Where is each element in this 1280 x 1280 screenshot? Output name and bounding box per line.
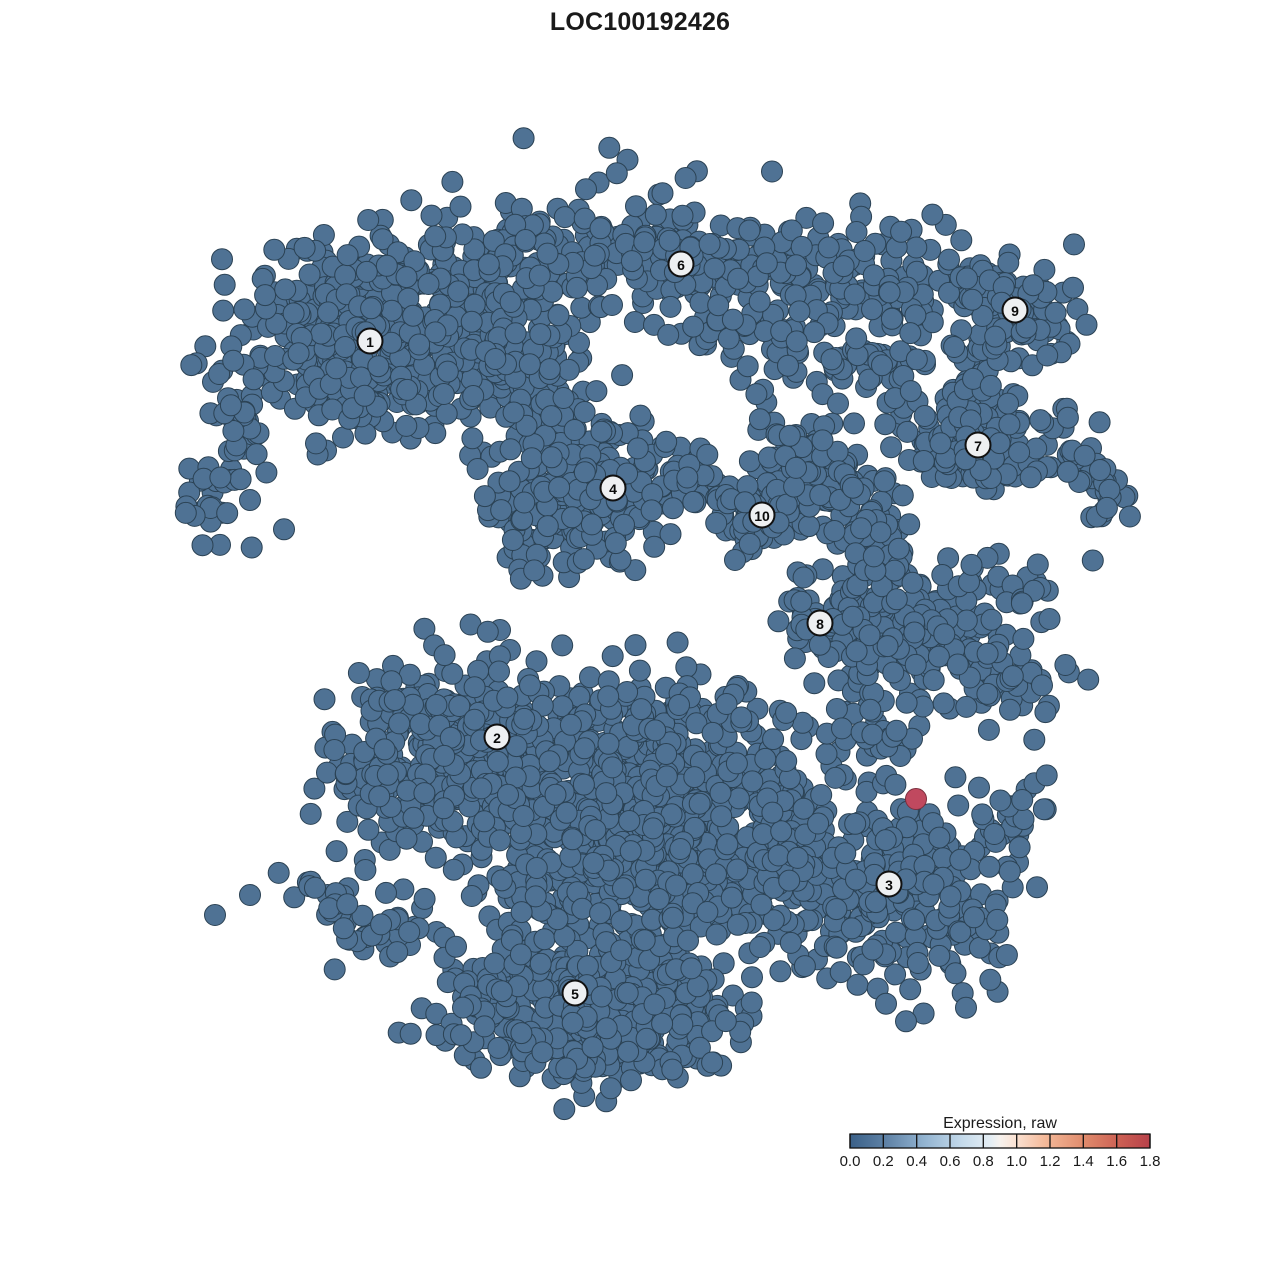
svg-text:9: 9 <box>1011 303 1019 319</box>
svg-text:1.2: 1.2 <box>1040 1153 1061 1170</box>
svg-text:5: 5 <box>571 986 579 1002</box>
svg-text:7: 7 <box>974 438 982 454</box>
svg-text:3: 3 <box>885 877 893 893</box>
svg-text:1.4: 1.4 <box>1073 1153 1094 1170</box>
svg-text:1.0: 1.0 <box>1006 1153 1027 1170</box>
svg-text:0.4: 0.4 <box>906 1153 927 1170</box>
svg-text:1: 1 <box>366 334 374 350</box>
svg-text:2: 2 <box>493 730 501 746</box>
svg-text:1.6: 1.6 <box>1106 1153 1127 1170</box>
svg-text:Expression, raw: Expression, raw <box>943 1115 1057 1132</box>
svg-text:0.6: 0.6 <box>940 1153 961 1170</box>
svg-text:8: 8 <box>816 616 824 632</box>
svg-text:1.8: 1.8 <box>1140 1153 1161 1170</box>
svg-text:4: 4 <box>609 481 617 497</box>
svg-text:6: 6 <box>677 257 685 273</box>
svg-text:10: 10 <box>754 508 770 524</box>
svg-text:0.0: 0.0 <box>840 1153 861 1170</box>
svg-text:0.8: 0.8 <box>973 1153 994 1170</box>
svg-text:0.2: 0.2 <box>873 1153 894 1170</box>
